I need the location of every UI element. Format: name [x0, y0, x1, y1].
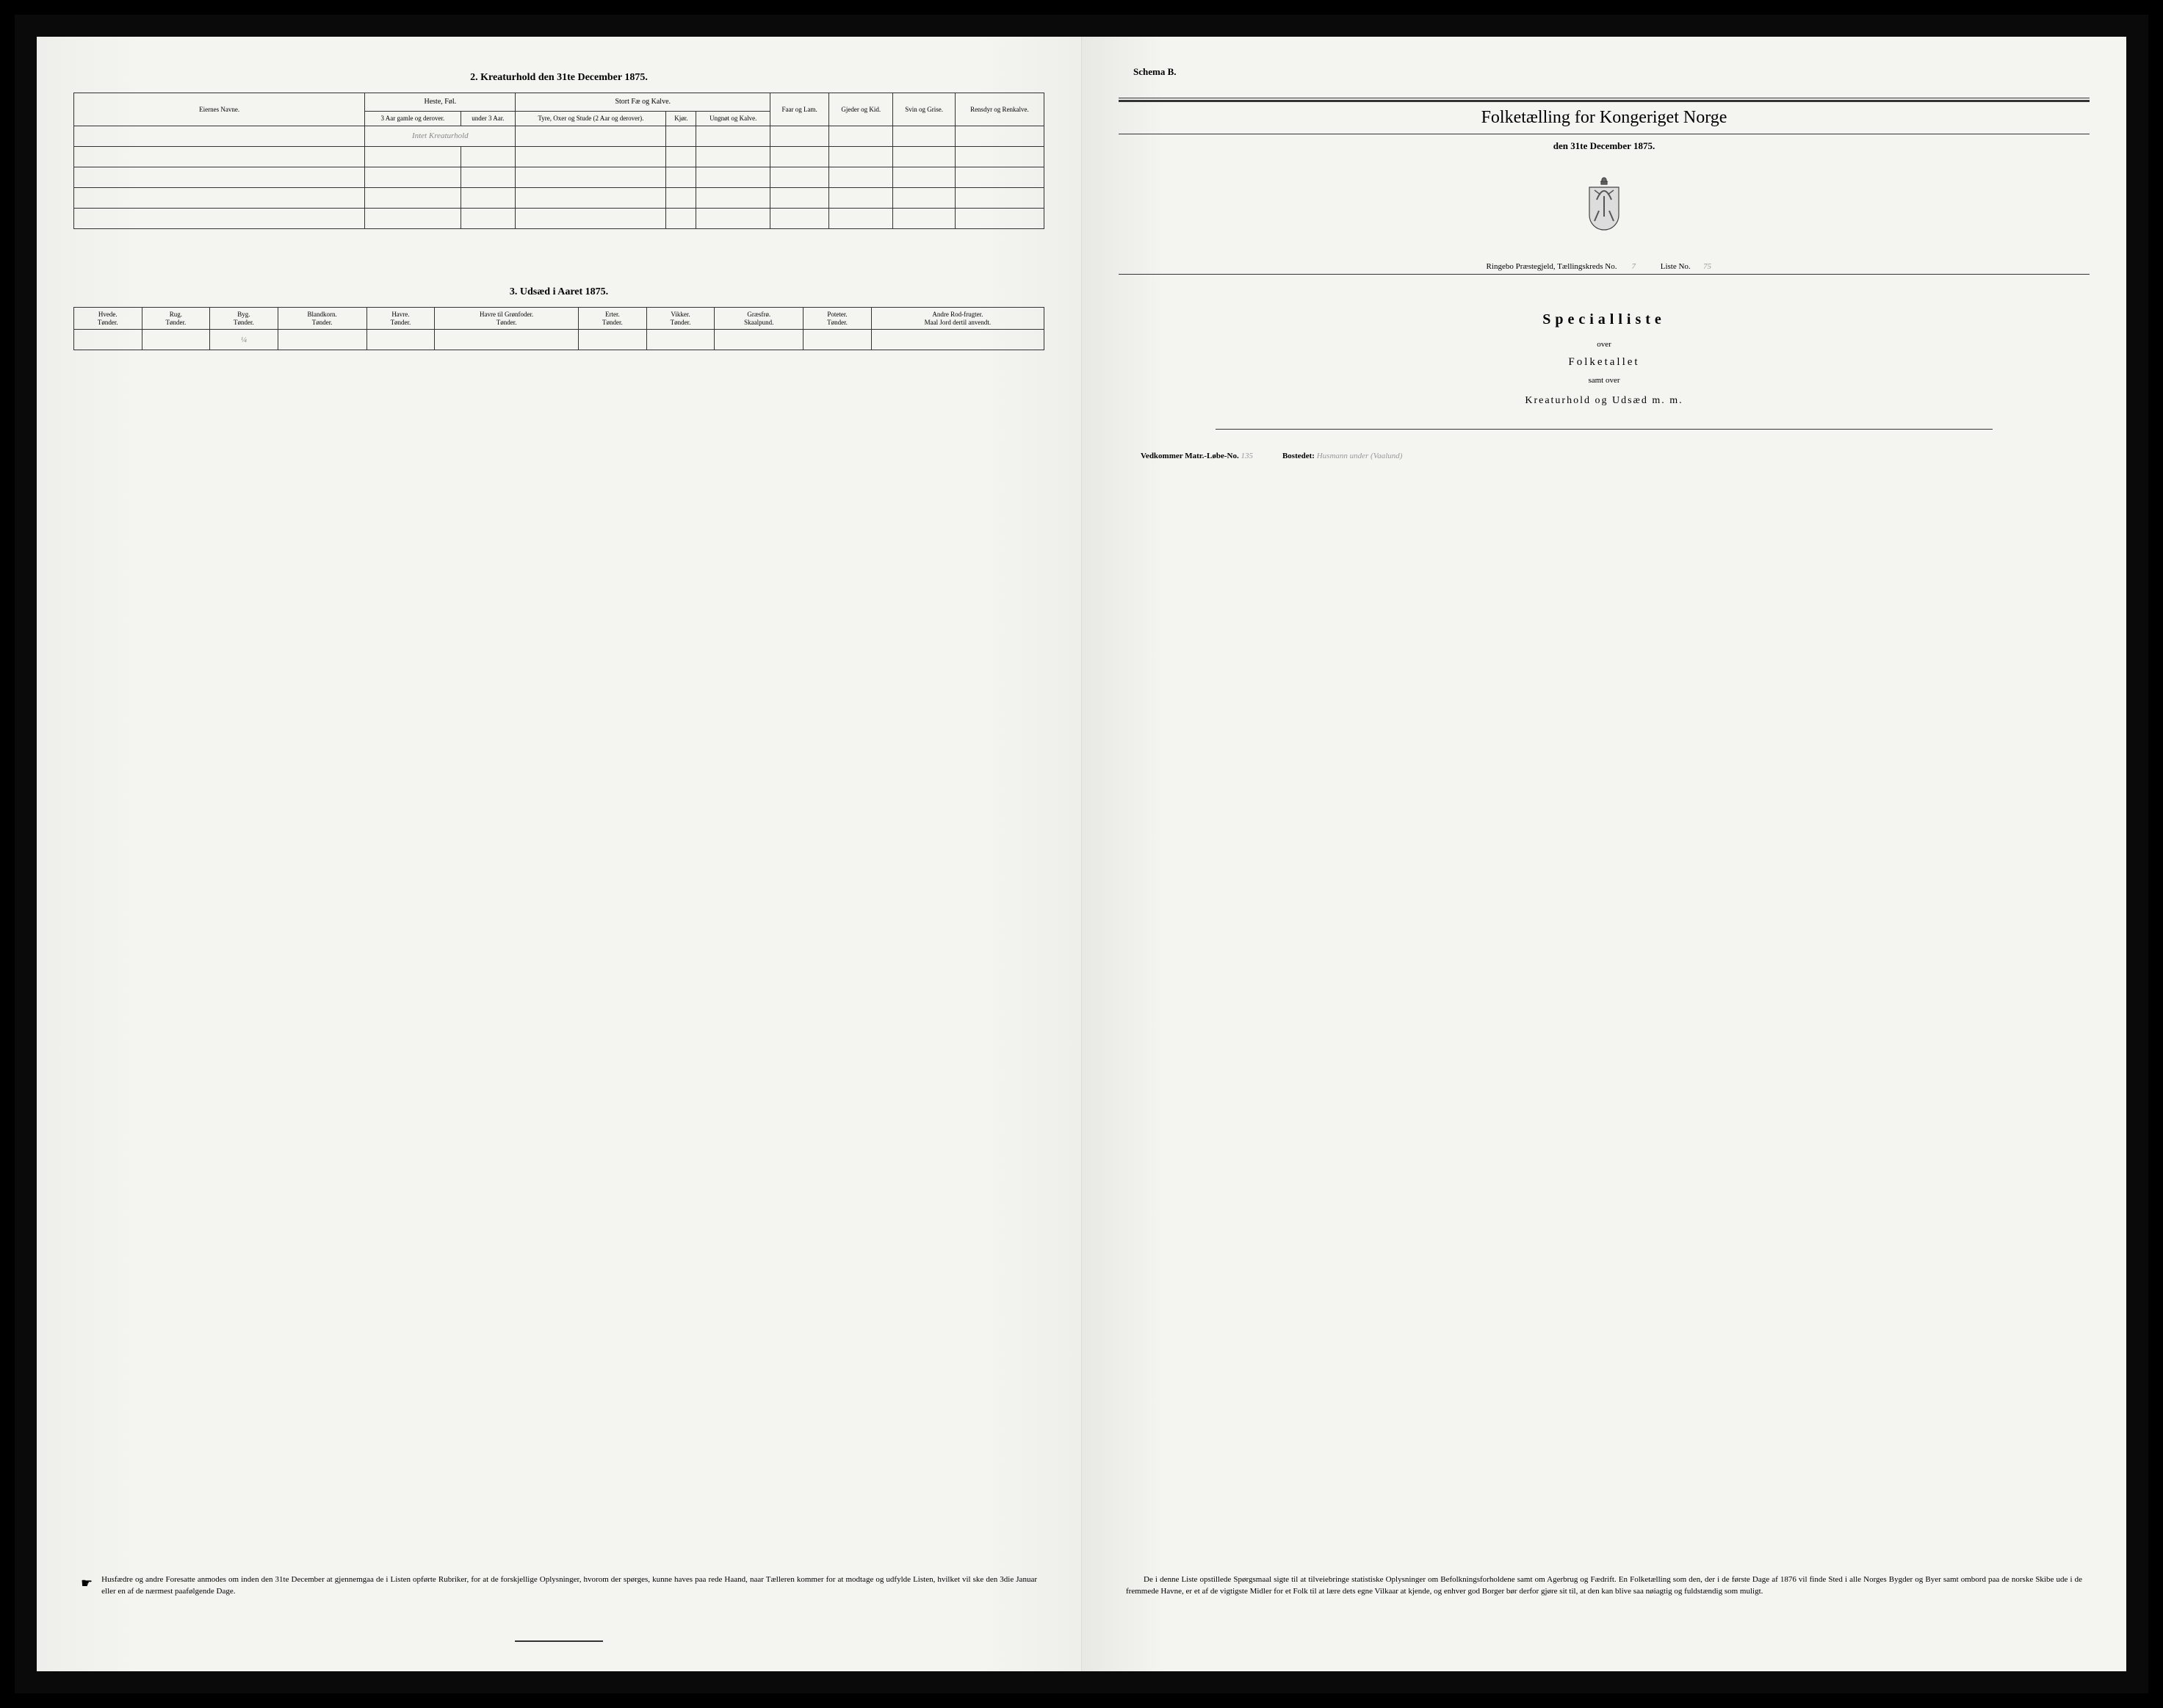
col-andre: Andre Rod-frugter.Maal Jord dertil anven…: [871, 307, 1044, 330]
liste-number: 75: [1692, 262, 1722, 271]
col-havre: Havre.Tønder.: [366, 307, 435, 330]
col-blandkorn: Blandkorn.Tønder.: [278, 307, 366, 330]
divider: [1216, 429, 1993, 430]
col-vikker: Vikker.Tønder.: [646, 307, 715, 330]
coat-of-arms-icon: [1119, 174, 2090, 240]
section2-title: 2. Kreaturhold den 31te December 1875.: [73, 72, 1044, 84]
table-row: [74, 208, 1044, 228]
footer-rule: [515, 1640, 603, 1642]
matr-label: Vedkommer Matr.-Løbe-No.: [1141, 452, 1239, 460]
section3-title: 3. Udsæd i Aaret 1875.: [73, 286, 1044, 298]
table-row: [74, 146, 1044, 167]
pointing-hand-icon: ☛: [81, 1574, 93, 1593]
udsaed-table: Hvede.Tønder. Rug.Tønder. Byg.Tønder. Bl…: [73, 307, 1044, 351]
schema-label: Schema B.: [1133, 66, 2090, 78]
col-kjor: Kjør.: [666, 112, 696, 126]
col-heste-under3: under 3 Aar.: [461, 112, 516, 126]
left-footer-note: ☛ Husfædre og andre Foresatte anmodes om…: [81, 1574, 1037, 1598]
right-page: Schema B. Folketælling for Kongeriget No…: [1082, 37, 2126, 1671]
footer-text: Husfædre og andre Foresatte anmodes om i…: [101, 1574, 1037, 1598]
matr-value: 135: [1241, 452, 1253, 460]
district-line: Ringebo Præstegjeld, Tællingskreds No. 7…: [1119, 262, 2090, 275]
district-prefix: Ringebo Præstegjeld, Tællingskreds No.: [1487, 262, 1617, 271]
handwritten-entry: Intet Kreaturhold: [365, 126, 516, 146]
col-ungnot: Ungnøt og Kalve.: [696, 112, 770, 126]
sub-title: den 31te December 1875.: [1119, 140, 2090, 152]
bosted-value: Husmann under (Vaalund): [1317, 452, 1403, 460]
main-title: Folketælling for Kongeriget Norge: [1119, 100, 2090, 134]
kreds-number: 7: [1619, 262, 1648, 271]
over-text-1: over: [1119, 340, 2090, 349]
col-heste-3aar: 3 Aar gamle og derover.: [365, 112, 461, 126]
col-heste: Heste, Føl.: [365, 93, 516, 112]
col-rug: Rug.Tønder.: [142, 307, 210, 330]
col-svin: Svin og Grise.: [893, 93, 956, 126]
handwritten-byg: ¼: [210, 330, 278, 350]
col-faar: Faar og Lam.: [770, 93, 829, 126]
samt-over: samt over: [1119, 376, 2090, 385]
table-row: [74, 187, 1044, 208]
col-eiernes: Eiernes Navne.: [74, 93, 365, 126]
col-havre-gron: Havre til Grønfoder.Tønder.: [435, 307, 579, 330]
col-poteter: Poteter.Tønder.: [804, 307, 872, 330]
document-wrapper: 2. Kreaturhold den 31te December 1875. E…: [15, 15, 2148, 1693]
col-tyre: Tyre, Oxer og Stude (2 Aar og derover).: [516, 112, 666, 126]
vedkommer-line: Vedkommer Matr.-Løbe-No. 135 Bostedet: H…: [1141, 452, 2068, 460]
double-page-spread: 2. Kreaturhold den 31te December 1875. E…: [37, 37, 2126, 1671]
liste-label: Liste No.: [1661, 262, 1691, 271]
table-row: [74, 167, 1044, 187]
left-page: 2. Kreaturhold den 31te December 1875. E…: [37, 37, 1082, 1671]
col-gjeder: Gjeder og Kid.: [829, 93, 893, 126]
specialliste-heading: Specialliste: [1119, 311, 2090, 328]
col-erter: Erter.Tønder.: [579, 307, 647, 330]
kreatur-line: Kreaturhold og Udsæd m. m.: [1119, 395, 2090, 407]
col-rensdyr: Rensdyr og Renkalve.: [955, 93, 1044, 126]
table-row: Intet Kreaturhold: [74, 126, 1044, 146]
folketallet-heading: Folketallet: [1119, 356, 2090, 369]
right-footer-note: De i denne Liste opstillede Spørgsmaal s…: [1126, 1574, 2082, 1598]
col-byg: Byg.Tønder.: [210, 307, 278, 330]
col-storfe: Stort Fæ og Kalve.: [516, 93, 770, 112]
col-grasfro: Græsfrø.Skaalpund.: [715, 307, 804, 330]
table-row: ¼: [74, 330, 1044, 350]
kreaturhold-table: Eiernes Navne. Heste, Føl. Stort Fæ og K…: [73, 93, 1044, 229]
bosted-label: Bostedet:: [1282, 452, 1315, 460]
col-hvede: Hvede.Tønder.: [74, 307, 142, 330]
